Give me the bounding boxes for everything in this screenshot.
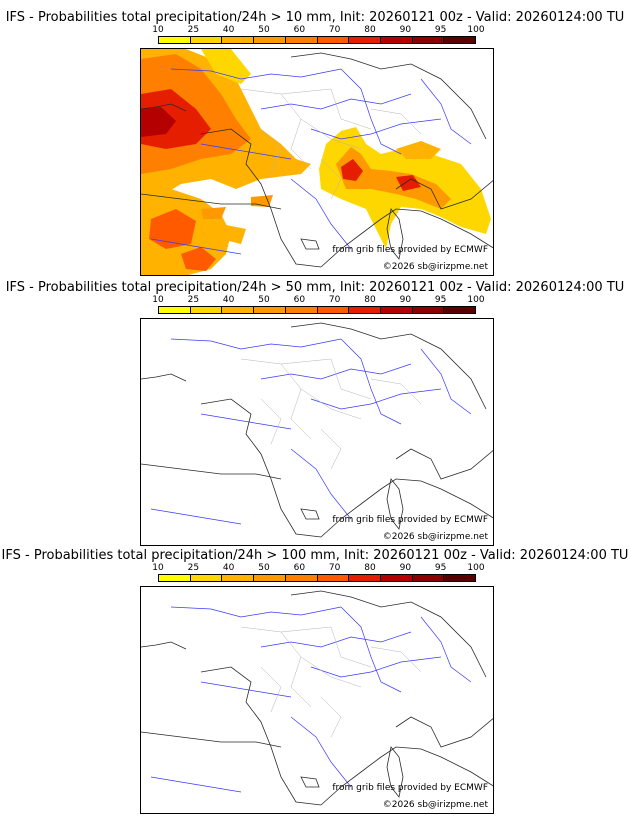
scale-label: 40 bbox=[222, 563, 235, 573]
scale-swatch bbox=[412, 37, 445, 43]
scale-swatch bbox=[254, 307, 286, 313]
scale-labels: 10 25 40 50 60 70 80 90 95 100 bbox=[152, 25, 484, 36]
credit-copyright: ©2026 sb@irizpme.net bbox=[382, 262, 488, 272]
scale-label: 10 bbox=[152, 563, 164, 573]
scale-swatch bbox=[444, 37, 476, 43]
scale-swatch bbox=[159, 575, 191, 581]
scale-label: 100 bbox=[467, 295, 485, 305]
credit-source: from grib files provided by ECMWF bbox=[332, 515, 488, 525]
scale-swatch bbox=[380, 307, 413, 313]
panel-title: IFS - Probabilities total precipitation/… bbox=[5, 10, 625, 25]
country-borders bbox=[141, 590, 493, 806]
scale-swatch bbox=[285, 37, 318, 43]
scale-label: 90 bbox=[399, 295, 412, 305]
panel-100mm: IFS - Probabilities total precipitation/… bbox=[0, 538, 630, 828]
scale-label: 95 bbox=[434, 295, 447, 305]
scale-swatch bbox=[349, 575, 381, 581]
scale-bar bbox=[158, 306, 476, 314]
scale-label: 95 bbox=[434, 25, 447, 35]
scale-swatch bbox=[317, 37, 350, 43]
scale-swatch bbox=[444, 575, 476, 581]
panel-50mm: IFS - Probabilities total precipitation/… bbox=[0, 270, 630, 550]
scale-swatch bbox=[317, 307, 350, 313]
scale-label: 25 bbox=[187, 295, 200, 305]
scale-label: 90 bbox=[399, 563, 412, 573]
scale-label: 25 bbox=[187, 25, 200, 35]
panel-10mm: IFS - Probabilities total precipitation/… bbox=[0, 0, 630, 280]
country-borders bbox=[141, 52, 493, 268]
scale-labels: 10 25 40 50 60 70 80 90 95 100 bbox=[152, 563, 484, 574]
scale-swatch bbox=[412, 575, 445, 581]
map-canvas bbox=[141, 322, 493, 538]
scale-label: 90 bbox=[399, 25, 412, 35]
scale-swatch bbox=[190, 575, 223, 581]
scale-label: 60 bbox=[293, 25, 306, 35]
scale-swatch bbox=[285, 307, 318, 313]
map-50mm: from grib files provided by ECMWF ©2026 … bbox=[140, 318, 494, 546]
country-borders bbox=[141, 322, 493, 538]
region-borders bbox=[240, 626, 422, 738]
scale-swatch bbox=[254, 37, 286, 43]
credit-copyright: ©2026 sb@irizpme.net bbox=[382, 800, 488, 810]
scale-label: 80 bbox=[364, 563, 376, 573]
scale-swatch bbox=[380, 575, 413, 581]
scale-label: 25 bbox=[187, 563, 200, 573]
scale-label: 50 bbox=[258, 295, 270, 305]
scale-label: 70 bbox=[328, 563, 341, 573]
scale-label: 70 bbox=[328, 25, 341, 35]
scale-swatch bbox=[380, 37, 413, 43]
scale-swatch bbox=[444, 307, 476, 313]
scale-swatch bbox=[222, 575, 255, 581]
scale-label: 10 bbox=[152, 25, 164, 35]
scale-label: 60 bbox=[293, 295, 306, 305]
rivers bbox=[150, 68, 472, 255]
scale-label: 50 bbox=[258, 563, 270, 573]
panel-title: IFS - Probabilities total precipitation/… bbox=[1, 548, 629, 563]
scale-label: 100 bbox=[467, 25, 485, 35]
scale-swatch bbox=[349, 307, 381, 313]
map-10mm: from grib files provided by ECMWF ©2026 … bbox=[140, 48, 494, 276]
scale-label: 60 bbox=[293, 563, 306, 573]
scale-swatch bbox=[190, 307, 223, 313]
region-borders bbox=[240, 358, 422, 470]
scale-swatch bbox=[222, 37, 255, 43]
scale-label: 80 bbox=[364, 295, 376, 305]
panel-title: IFS - Probabilities total precipitation/… bbox=[5, 280, 625, 295]
scale-swatch bbox=[285, 575, 318, 581]
region-borders bbox=[240, 88, 422, 200]
credit-copyright: ©2026 sb@irizpme.net bbox=[382, 532, 488, 542]
rivers bbox=[150, 338, 472, 525]
scale-swatch bbox=[349, 37, 381, 43]
map-100mm: from grib files provided by ECMWF ©2026 … bbox=[140, 586, 494, 814]
scale-label: 10 bbox=[152, 295, 164, 305]
scale-swatch bbox=[159, 307, 191, 313]
scale-label: 40 bbox=[222, 295, 235, 305]
precip-areas bbox=[141, 49, 491, 275]
scale-swatch bbox=[190, 37, 223, 43]
credit-source: from grib files provided by ECMWF bbox=[332, 783, 488, 793]
scale-label: 70 bbox=[328, 295, 341, 305]
scale-bar bbox=[158, 36, 476, 44]
scale-swatch bbox=[317, 575, 350, 581]
map-canvas bbox=[141, 590, 493, 806]
scale-swatch bbox=[254, 575, 286, 581]
scale-swatch bbox=[412, 307, 445, 313]
scale-swatch bbox=[222, 307, 255, 313]
credit-source: from grib files provided by ECMWF bbox=[332, 245, 488, 255]
scale-bar bbox=[158, 574, 476, 582]
scale-label: 100 bbox=[467, 563, 485, 573]
scale-label: 80 bbox=[364, 25, 376, 35]
map-canvas bbox=[141, 49, 493, 275]
scale-labels: 10 25 40 50 60 70 80 90 95 100 bbox=[152, 295, 484, 306]
rivers bbox=[150, 606, 472, 793]
scale-swatch bbox=[159, 37, 191, 43]
scale-label: 95 bbox=[434, 563, 447, 573]
scale-label: 40 bbox=[222, 25, 235, 35]
scale-label: 50 bbox=[258, 25, 270, 35]
